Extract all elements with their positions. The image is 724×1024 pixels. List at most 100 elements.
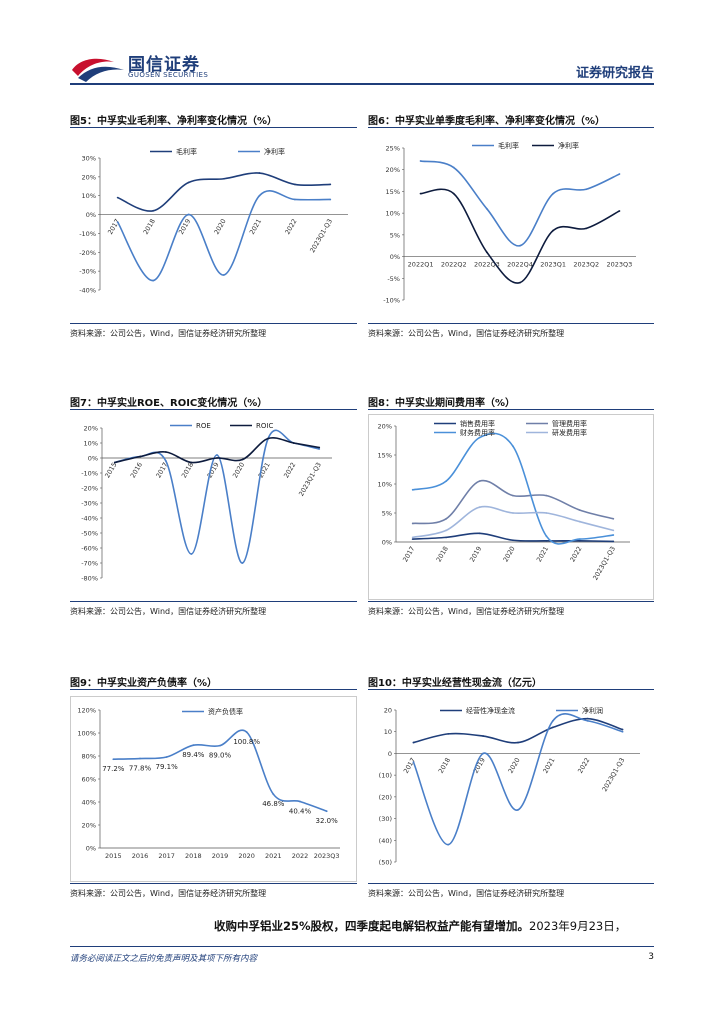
body-paragraph: 收购中孚铝业25%股权，四季度起电解铝权益产能有望增加。2023年9月23日， (214, 918, 626, 934)
y-tick-label: 30% (82, 155, 96, 163)
series-line-1 (412, 713, 623, 846)
data-point (445, 536, 448, 539)
x-tick-label: 2020 (231, 461, 246, 479)
data-point (482, 752, 485, 755)
y-tick-label: (20) (379, 793, 392, 801)
y-tick-label: (50) (379, 859, 392, 867)
figure-8-title-rule (368, 409, 654, 410)
y-tick-label: 20% (378, 423, 392, 431)
figure-6-source: 资料来源：公司公告，Wind，国信证券经济研究所整理 (368, 329, 565, 338)
data-point (329, 183, 332, 186)
figure-6-source-rule (368, 323, 654, 324)
data-label: 89.4% (182, 751, 205, 759)
y-tick-label: 100% (77, 730, 96, 738)
data-point (245, 731, 248, 733)
x-tick-label: 2015 (105, 852, 122, 860)
data-point (485, 251, 488, 254)
data-point (552, 192, 555, 195)
data-point (411, 538, 414, 540)
data-point (164, 451, 167, 453)
y-tick-label: 10% (378, 481, 392, 489)
x-tick-label: 2020 (213, 218, 228, 236)
y-tick-label: -70% (81, 560, 98, 568)
data-point (116, 221, 119, 224)
series-line-1 (420, 188, 620, 284)
series-line-1 (412, 479, 614, 525)
figure-6-title-rule (368, 127, 654, 128)
x-tick-label: 2023Q1-Q3 (308, 218, 334, 255)
data-point (552, 229, 555, 232)
x-tick-label: 2021 (541, 756, 556, 774)
data-point (621, 730, 624, 733)
data-point (190, 553, 193, 555)
x-tick-label: 2023Q1-Q3 (601, 756, 627, 793)
data-point (612, 517, 615, 520)
data-point (578, 539, 581, 542)
page-number: 3 (648, 952, 654, 962)
data-point (512, 512, 514, 514)
y-tick-label: 20% (84, 425, 98, 433)
data-point (152, 279, 155, 282)
data-point (411, 522, 414, 525)
x-tick-label: 2022 (568, 545, 583, 563)
figure-8-source-rule (368, 601, 654, 602)
data-point (585, 227, 588, 230)
legend-label: 净利率 (264, 147, 285, 156)
x-tick-label: 2015 (103, 461, 118, 479)
data-point (139, 757, 141, 760)
data-point (292, 442, 295, 444)
data-point (419, 160, 422, 162)
figure-8-chart: 20% 15% 10% 5% 0% 2017 2018 2019 2020 2021 2022 202… (368, 414, 654, 600)
data-point (551, 726, 554, 729)
data-point (482, 735, 485, 737)
data-point (621, 728, 624, 731)
y-tick-label: (40) (379, 837, 392, 845)
data-point (267, 437, 270, 440)
x-tick-label: 2019 (212, 852, 229, 860)
data-point (241, 458, 244, 461)
data-point (412, 741, 415, 744)
y-tick-label: 120% (77, 707, 96, 715)
x-tick-label: 2019 (206, 461, 221, 479)
y-tick-label: -10% (81, 470, 98, 478)
y-tick-label: -80% (81, 575, 98, 583)
data-point (293, 198, 296, 201)
x-tick-label: 2019 (468, 545, 483, 563)
x-tick-label: 2023Q3 (607, 261, 633, 269)
y-tick-label: 20% (386, 166, 400, 174)
x-tick-label: 2023Q1 (540, 261, 566, 269)
data-point (551, 719, 554, 722)
data-point (445, 517, 448, 520)
data-point (412, 761, 415, 764)
brand-name-en: GUOSEN SECURITIES (128, 71, 209, 79)
y-tick-label: 0% (86, 211, 96, 219)
y-tick-label: -5% (387, 275, 400, 283)
data-point (586, 717, 589, 720)
x-tick-label: 2017 (106, 218, 121, 236)
x-tick-label: 2020 (238, 852, 255, 860)
figure-5-source-rule (70, 323, 357, 324)
figure-7-title: 图7：中孚实业ROE、ROIC变化情况（%） (70, 398, 268, 409)
y-tick-label: -20% (79, 249, 96, 257)
y-tick-label: 0% (382, 539, 392, 547)
y-tick-label: 60% (82, 776, 96, 784)
x-tick-label: 2023Q3 (314, 852, 340, 860)
y-tick-label: 10% (386, 210, 400, 218)
y-tick-label: 40% (82, 799, 96, 807)
body-paragraph-bold: 收购中孚铝业25%股权，四季度起电解铝权益产能有望增加。 (214, 919, 530, 933)
figure-8-source: 资料来源：公司公告，Wind，国信证券经济研究所整理 (368, 607, 565, 616)
report-type: 证券研究报告 (575, 66, 654, 81)
x-tick-label: 2022 (282, 461, 297, 479)
x-tick-label: 2022Q1 (408, 261, 434, 269)
x-tick-label: 2022Q4 (507, 261, 533, 269)
data-point (152, 209, 155, 212)
guosen-logo-icon (72, 58, 124, 82)
data-point (116, 196, 119, 199)
figure-7-source: 资料来源：公司公告，Wind，国信证券经济研究所整理 (70, 607, 267, 616)
x-tick-label: 2021 (265, 852, 282, 860)
legend-label: 毛利率 (498, 141, 519, 150)
y-tick-label: 20 (384, 707, 392, 715)
data-point (272, 793, 275, 796)
figure-6-chart: 25% 20% 15% 10% 5% 0% -5% -10% 2022Q1 2022Q2 2022Q… (383, 141, 636, 305)
y-tick-label: 80% (82, 753, 96, 761)
